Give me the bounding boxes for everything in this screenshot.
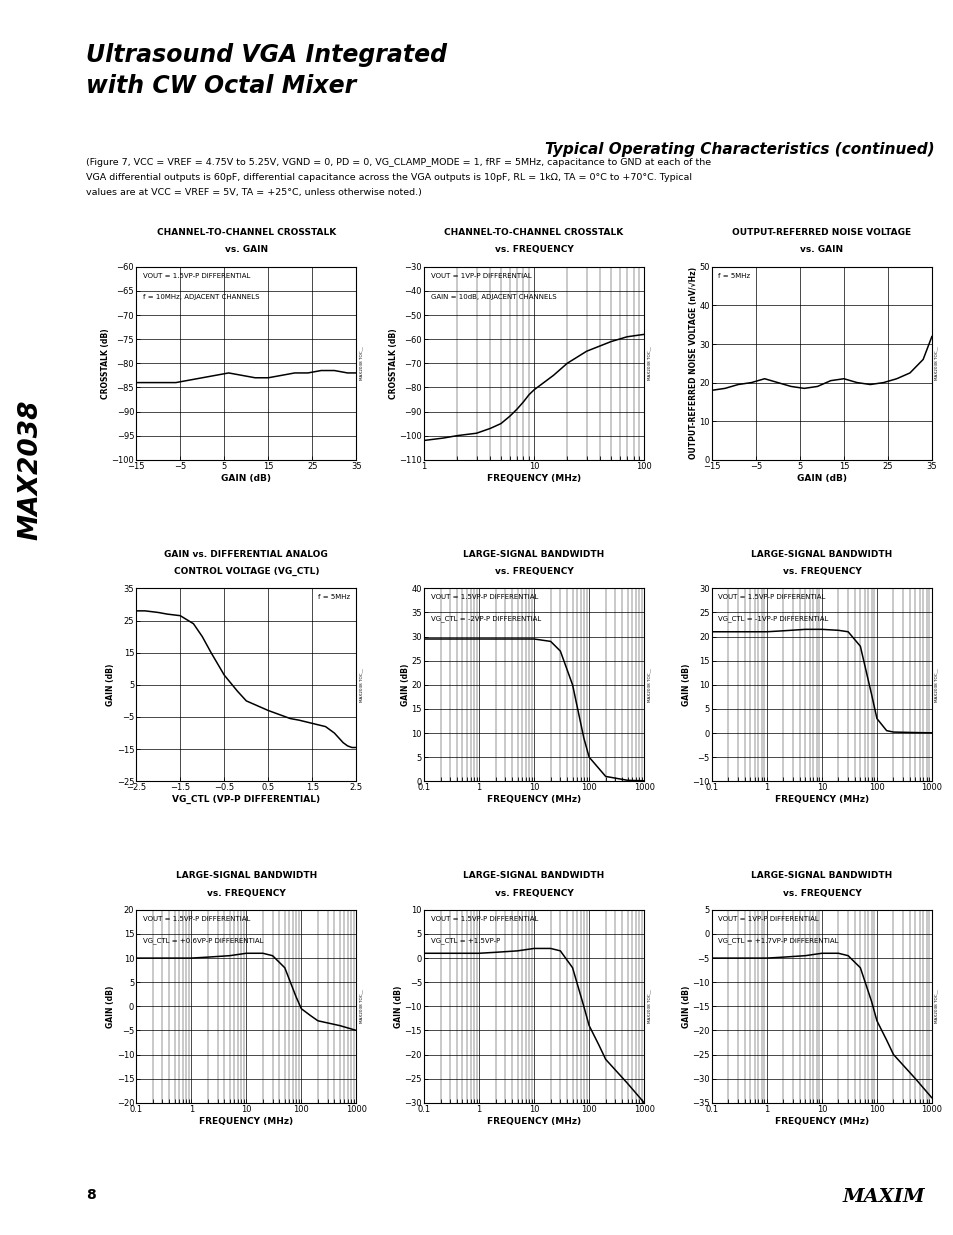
Text: vs. FREQUENCY: vs. FREQUENCY xyxy=(495,567,573,576)
X-axis label: FREQUENCY (MHz): FREQUENCY (MHz) xyxy=(199,1116,294,1125)
Y-axis label: GAIN (dB): GAIN (dB) xyxy=(106,663,115,706)
Y-axis label: GAIN (dB): GAIN (dB) xyxy=(681,663,690,706)
X-axis label: FREQUENCY (MHz): FREQUENCY (MHz) xyxy=(487,795,580,804)
Text: VOUT = 1.5VP-P DIFFERENTIAL: VOUT = 1.5VP-P DIFFERENTIAL xyxy=(430,915,537,921)
Text: VOUT = 1.5VP-P DIFFERENTIAL: VOUT = 1.5VP-P DIFFERENTIAL xyxy=(430,594,537,600)
Text: VOUT = 1.5VP-P DIFFERENTIAL: VOUT = 1.5VP-P DIFFERENTIAL xyxy=(143,915,250,921)
Text: LARGE-SIGNAL BANDWIDTH: LARGE-SIGNAL BANDWIDTH xyxy=(175,871,316,881)
Text: GAIN vs. DIFFERENTIAL ANALOG: GAIN vs. DIFFERENTIAL ANALOG xyxy=(164,550,328,558)
Text: VG_CTL = +1.7VP-P DIFFERENTIAL: VG_CTL = +1.7VP-P DIFFERENTIAL xyxy=(718,937,838,944)
Text: LARGE-SIGNAL BANDWIDTH: LARGE-SIGNAL BANDWIDTH xyxy=(463,550,604,558)
Text: CHANNEL-TO-CHANNEL CROSSTALK: CHANNEL-TO-CHANNEL CROSSTALK xyxy=(156,228,335,237)
Text: MAX2038 TOC__: MAX2038 TOC__ xyxy=(359,989,363,1024)
Text: VG_CTL = +1.5VP-P: VG_CTL = +1.5VP-P xyxy=(430,937,499,944)
Text: VGA differential outputs is 60pF, differential capacitance across the VGA output: VGA differential outputs is 60pF, differ… xyxy=(86,173,691,182)
Text: VG_CTL = -2VP-P DIFFERENTIAL: VG_CTL = -2VP-P DIFFERENTIAL xyxy=(430,615,540,622)
Text: Typical Operating Characteristics (continued): Typical Operating Characteristics (conti… xyxy=(545,142,934,157)
Text: LARGE-SIGNAL BANDWIDTH: LARGE-SIGNAL BANDWIDTH xyxy=(463,871,604,881)
Text: vs. FREQUENCY: vs. FREQUENCY xyxy=(495,888,573,898)
X-axis label: GAIN (dB): GAIN (dB) xyxy=(796,473,846,483)
Y-axis label: GAIN (dB): GAIN (dB) xyxy=(681,986,690,1028)
Text: MAXIM: MAXIM xyxy=(841,1188,924,1207)
Text: GAIN = 10dB, ADJACENT CHANNELS: GAIN = 10dB, ADJACENT CHANNELS xyxy=(430,294,556,300)
Text: CONTROL VOLTAGE (VG_CTL): CONTROL VOLTAGE (VG_CTL) xyxy=(173,567,318,576)
Text: MAX2038 TOC__: MAX2038 TOC__ xyxy=(646,346,650,380)
Text: MAX2038 TOC__: MAX2038 TOC__ xyxy=(646,989,650,1024)
Text: vs. FREQUENCY: vs. FREQUENCY xyxy=(781,888,861,898)
Text: Ultrasound VGA Integrated: Ultrasound VGA Integrated xyxy=(86,43,446,67)
Text: f = 5MHz: f = 5MHz xyxy=(718,273,750,279)
Text: vs. FREQUENCY: vs. FREQUENCY xyxy=(781,567,861,576)
Text: VG_CTL = -1VP-P DIFFERENTIAL: VG_CTL = -1VP-P DIFFERENTIAL xyxy=(718,615,828,622)
Text: values are at VCC = VREF = 5V, TA = +25°C, unless otherwise noted.): values are at VCC = VREF = 5V, TA = +25°… xyxy=(86,188,421,196)
X-axis label: FREQUENCY (MHz): FREQUENCY (MHz) xyxy=(774,1116,868,1125)
Text: f = 10MHz, ADJACENT CHANNELS: f = 10MHz, ADJACENT CHANNELS xyxy=(143,294,259,300)
X-axis label: FREQUENCY (MHz): FREQUENCY (MHz) xyxy=(487,473,580,483)
Text: (Figure 7, VCC = VREF = 4.75V to 5.25V, VGND = 0, PD = 0, VG_CLAMP_MODE = 1, fRF: (Figure 7, VCC = VREF = 4.75V to 5.25V, … xyxy=(86,158,710,167)
Y-axis label: GAIN (dB): GAIN (dB) xyxy=(400,663,410,706)
Text: LARGE-SIGNAL BANDWIDTH: LARGE-SIGNAL BANDWIDTH xyxy=(750,871,892,881)
Text: MAX2038 TOC__: MAX2038 TOC__ xyxy=(934,668,938,701)
X-axis label: FREQUENCY (MHz): FREQUENCY (MHz) xyxy=(487,1116,580,1125)
Text: vs. FREQUENCY: vs. FREQUENCY xyxy=(495,246,573,254)
Text: MAX2038 TOC__: MAX2038 TOC__ xyxy=(359,668,363,701)
Text: LARGE-SIGNAL BANDWIDTH: LARGE-SIGNAL BANDWIDTH xyxy=(750,550,892,558)
Text: MAX2038 TOC__: MAX2038 TOC__ xyxy=(359,346,363,380)
Text: OUTPUT-REFERRED NOISE VOLTAGE: OUTPUT-REFERRED NOISE VOLTAGE xyxy=(732,228,910,237)
Text: CHANNEL-TO-CHANNEL CROSSTALK: CHANNEL-TO-CHANNEL CROSSTALK xyxy=(444,228,623,237)
Text: VOUT = 1VP-P DIFFERENTIAL: VOUT = 1VP-P DIFFERENTIAL xyxy=(718,915,819,921)
Y-axis label: OUTPUT-REFERRED NOISE VOLTAGE (nV/√Hz): OUTPUT-REFERRED NOISE VOLTAGE (nV/√Hz) xyxy=(688,267,697,459)
Y-axis label: GAIN (dB): GAIN (dB) xyxy=(106,986,115,1028)
Text: MAX2038 TOC__: MAX2038 TOC__ xyxy=(934,346,938,380)
Text: f = 5MHz: f = 5MHz xyxy=(317,594,350,600)
Text: vs. GAIN: vs. GAIN xyxy=(225,246,268,254)
Text: 8: 8 xyxy=(86,1188,95,1202)
Y-axis label: CROSSTALK (dB): CROSSTALK (dB) xyxy=(389,329,397,399)
Text: MAX2038 TOC__: MAX2038 TOC__ xyxy=(646,668,650,701)
X-axis label: VG_CTL (VP-P DIFFERENTIAL): VG_CTL (VP-P DIFFERENTIAL) xyxy=(172,795,320,804)
Y-axis label: CROSSTALK (dB): CROSSTALK (dB) xyxy=(101,329,110,399)
Text: vs. FREQUENCY: vs. FREQUENCY xyxy=(207,888,285,898)
Text: VOUT = 1.5VP-P DIFFERENTIAL: VOUT = 1.5VP-P DIFFERENTIAL xyxy=(718,594,825,600)
Text: MAX2038 TOC__: MAX2038 TOC__ xyxy=(934,989,938,1024)
Text: vs. GAIN: vs. GAIN xyxy=(800,246,842,254)
Text: with CW Octal Mixer: with CW Octal Mixer xyxy=(86,74,355,98)
Text: VOUT = 1.5VP-P DIFFERENTIAL: VOUT = 1.5VP-P DIFFERENTIAL xyxy=(143,273,250,279)
X-axis label: GAIN (dB): GAIN (dB) xyxy=(221,473,271,483)
X-axis label: FREQUENCY (MHz): FREQUENCY (MHz) xyxy=(774,795,868,804)
Text: VOUT = 1VP-P DIFFERENTIAL: VOUT = 1VP-P DIFFERENTIAL xyxy=(430,273,531,279)
Text: VG_CTL = +0.6VP-P DIFFERENTIAL: VG_CTL = +0.6VP-P DIFFERENTIAL xyxy=(143,937,263,944)
Y-axis label: GAIN (dB): GAIN (dB) xyxy=(394,986,402,1028)
Text: MAX2038: MAX2038 xyxy=(17,399,44,540)
